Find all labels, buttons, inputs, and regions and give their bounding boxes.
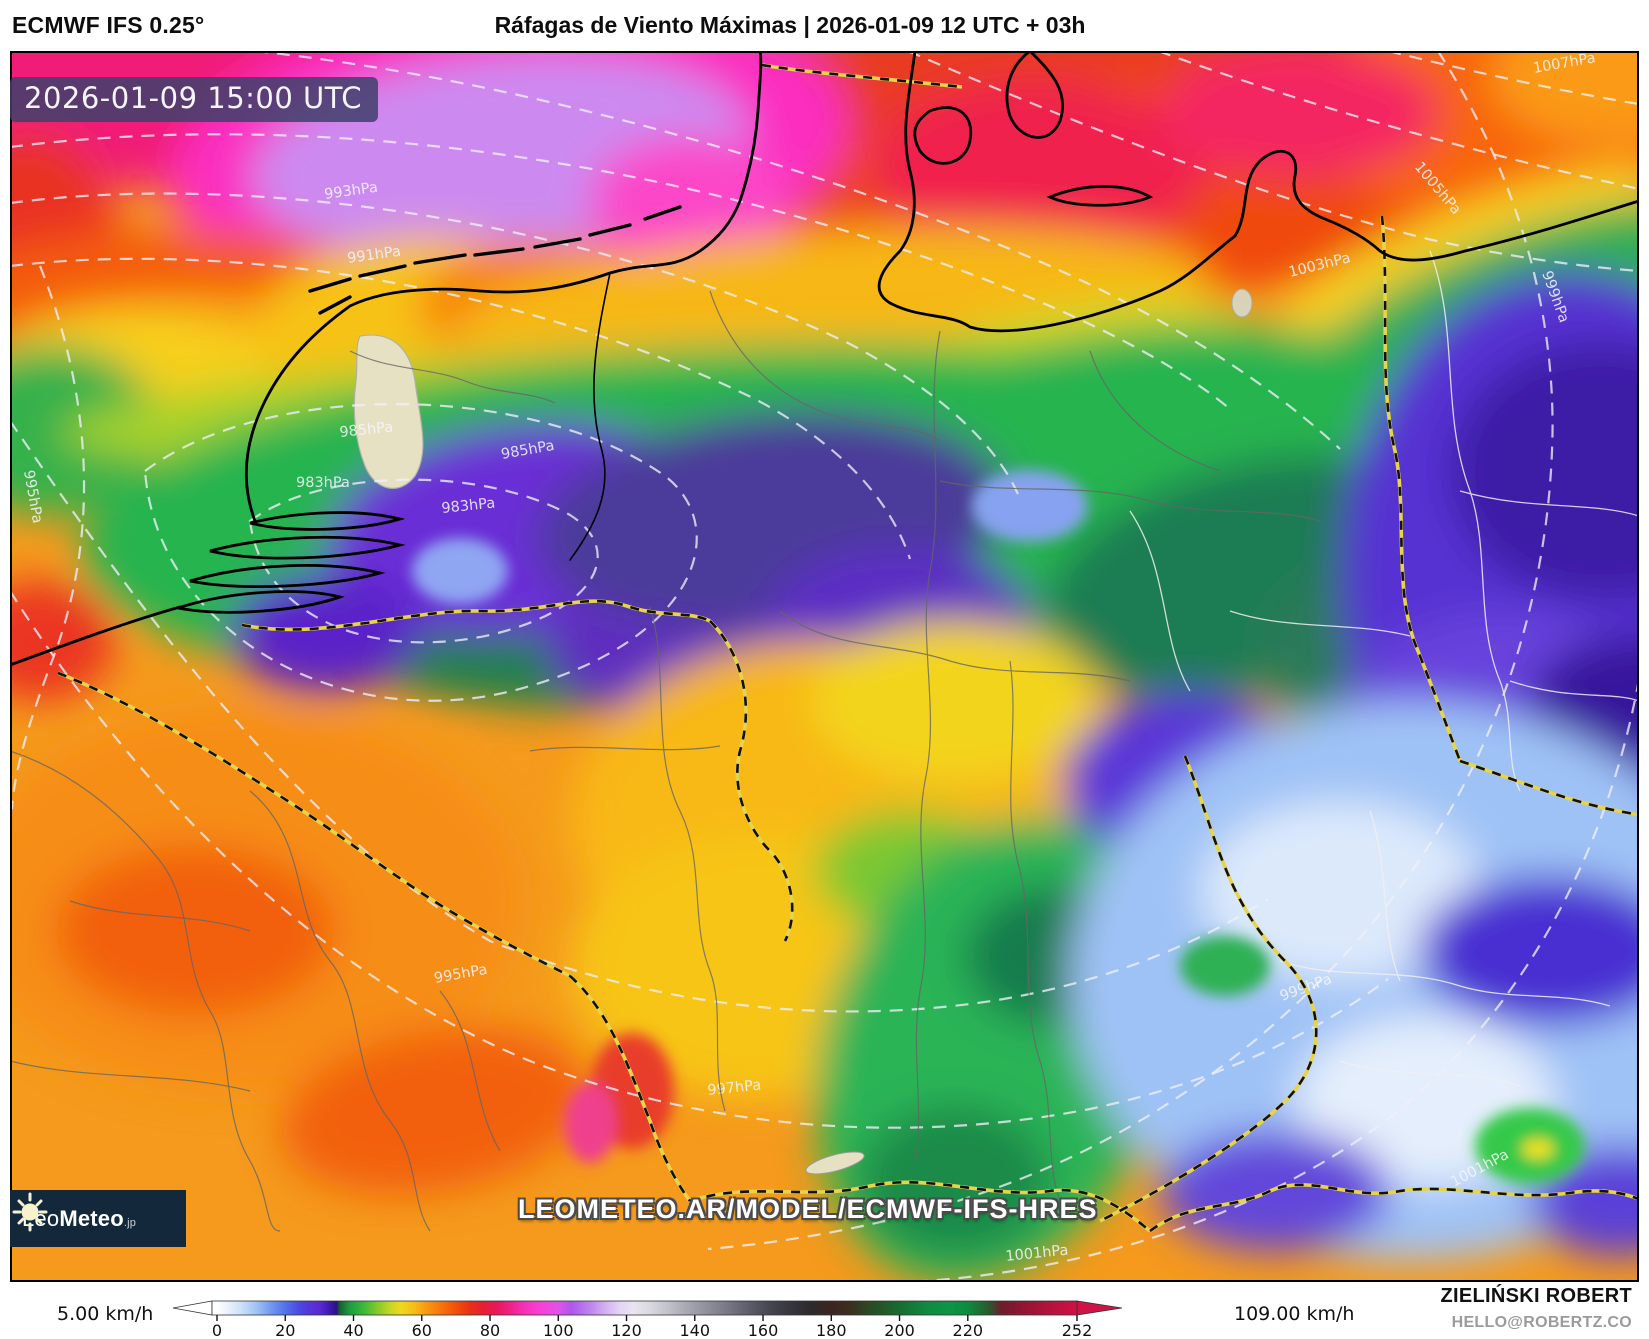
field-blob (860, 1106, 1050, 1256)
colorbar-tick-label: 60 (412, 1321, 432, 1339)
field-blob (1490, 51, 1639, 146)
credit-author: ZIELIŃSKI ROBERT (1440, 1285, 1632, 1307)
field-blob (972, 470, 1088, 542)
timestamp-badge: 2026-01-09 15:00 UTC (10, 77, 379, 122)
colorbar-gradient-bar (211, 1300, 1078, 1316)
field-blob (1450, 341, 1639, 601)
watermark: LEOMETEO.AR/MODEL/ECMWF-IFS-HRES (518, 1194, 1098, 1224)
isobar-label: 985hPa (339, 419, 394, 441)
map-frame (10, 51, 1639, 1282)
colorbar-left-arrow (172, 1300, 213, 1316)
colorbar-tick-label: 252 (1062, 1321, 1093, 1339)
lakes (353, 288, 1253, 1175)
colorbar-tick-label: 40 (343, 1321, 363, 1339)
field-blob (810, 621, 1100, 781)
colorbar-tick-label: 200 (884, 1321, 915, 1339)
model-label: ECMWF IFS 0.25° (12, 12, 205, 38)
lake-constance (805, 1151, 865, 1175)
colorbar: 0 20 40 60 80 100 120 140 160 180 200 220 252 (172, 1300, 1123, 1339)
leometeo-logo: LeoMeteo.jp (10, 1190, 186, 1247)
field-blob (281, 1027, 589, 1195)
state-borders-light (1129, 250, 1639, 1087)
isobar-label: 993hPa (323, 180, 379, 203)
colorbar-tick-label: 160 (748, 1321, 779, 1339)
lake-mueritz (1231, 288, 1253, 318)
colorbar-tick-label: 0 (212, 1321, 222, 1339)
field-blob (55, 846, 335, 1016)
wind-field-detail-layer (412, 470, 1585, 1184)
colorbar-ticks: 0 20 40 60 80 100 120 140 160 180 200 220 252 (212, 1315, 1092, 1339)
isobar-label: 983hPa (441, 495, 496, 517)
credit-contact: HELLO@ROBERTZ.CO (1451, 1314, 1632, 1331)
colorbar-right-arrow (1076, 1300, 1123, 1316)
colorbar-tick-label: 120 (611, 1321, 642, 1339)
colorbar-tick-label: 100 (543, 1321, 574, 1339)
field-blob (1160, 1131, 1390, 1251)
colorbar-min-label: 5.00 km/h (57, 1303, 154, 1325)
field-blob (870, 81, 1210, 251)
coastline (10, 51, 1639, 667)
field-blob (564, 1083, 616, 1163)
colorbar-tick-label: 180 (816, 1321, 847, 1339)
colorbar-tick-label: 20 (275, 1321, 295, 1339)
field-blob (412, 538, 508, 604)
field-blob (1200, 801, 1480, 981)
field-blob (590, 136, 790, 266)
colorbar-tick-label: 140 (680, 1321, 711, 1339)
field-blob (1180, 936, 1270, 996)
field-blob (1522, 1139, 1554, 1159)
sun-icon (12, 1192, 48, 1232)
colorbar-max-label: 109.00 km/h (1234, 1303, 1355, 1325)
colorbar-tick-label: 80 (480, 1321, 500, 1339)
isobar-label: 983hPa (296, 475, 350, 491)
state-borders (10, 290, 1321, 1232)
national-borders (57, 63, 1639, 1233)
wadden-islands (308, 205, 682, 315)
field-blob (1420, 876, 1639, 1026)
isobar-lines (10, 51, 1639, 1282)
weather-map: 993hPa 991hPa 985hPa 985hPa 983hPa 983hPa 995h… (10, 51, 1639, 1282)
map-canvas: 993hPa991hPa985hPa985hPa983hPa983hPa995h… (10, 51, 1639, 1282)
field-blob (10, 581, 115, 701)
isobar-label: 991hPa (346, 244, 402, 267)
logo-text: LeoMeteo.jp (22, 1205, 137, 1231)
field-blob (1160, 51, 1440, 178)
legend-footer: 0 20 40 60 80 100 120 140 160 180 200 220 252 5.00 k… (0, 1282, 1649, 1339)
isobar-label: 1001hPa (1005, 1242, 1069, 1265)
field-blob (230, 573, 420, 693)
page-title: Ráfagas de Viento Máximas | 2026-01-09 1… (494, 12, 1086, 38)
colorbar-tick-label: 220 (953, 1321, 984, 1339)
